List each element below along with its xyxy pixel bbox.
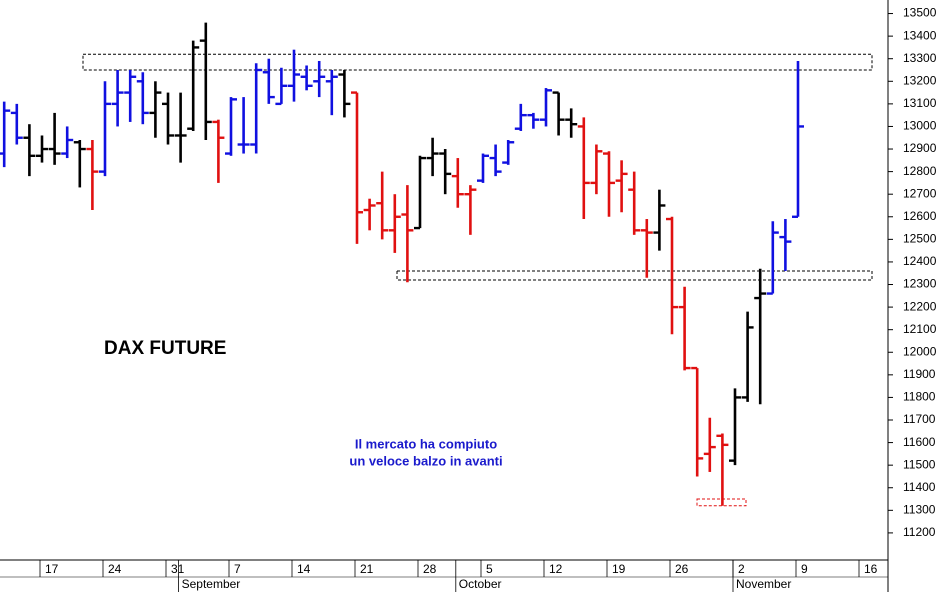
y-tick-label: 12200 [903,299,937,313]
y-tick-label: 12800 [903,164,937,178]
y-tick-label: 11700 [903,412,936,426]
x-tick-label: 2 [738,562,745,576]
x-tick-label: 17 [45,562,59,576]
y-tick-label: 11400 [903,480,936,494]
y-tick-label: 11600 [903,435,936,449]
y-tick-label: 13000 [903,119,937,133]
x-tick-label: 7 [234,562,241,576]
x-tick-label: 12 [549,562,563,576]
y-tick-label: 12700 [903,186,937,200]
x-tick-label: 28 [423,562,437,576]
y-tick-label: 12600 [903,209,937,223]
y-tick-label: 12500 [903,232,937,246]
month-label: September [182,577,241,591]
x-tick-label: 9 [801,562,808,576]
y-tick-label: 13300 [903,51,937,65]
y-tick-label: 12400 [903,254,937,268]
price-zone [82,53,873,71]
x-tick-label: 14 [297,562,311,576]
y-tick-label: 11300 [903,502,936,516]
x-tick-label: 24 [108,562,122,576]
y-tick-label: 11500 [903,457,936,471]
annotation: Il mercato ha compiuto [355,436,497,451]
y-tick-label: 11800 [903,390,936,404]
x-tick-label: 19 [612,562,626,576]
chart-title: DAX FUTURE [104,338,226,359]
month-label: November [736,577,791,591]
x-tick-label: 16 [864,562,878,576]
y-tick-label: 12100 [903,322,937,336]
y-tick-label: 12000 [903,344,937,358]
y-tick-label: 11200 [903,525,936,539]
x-tick-label: 21 [360,562,374,576]
y-tick-label: 12300 [903,277,937,291]
y-tick-label: 12900 [903,141,937,155]
y-tick-label: 13100 [903,96,937,110]
annotation: un veloce balzo in avanti [349,453,502,468]
y-tick-label: 13200 [903,73,937,87]
y-tick-label: 13500 [903,6,937,20]
x-tick-label: 5 [486,562,493,576]
x-tick-label: 31 [171,562,185,576]
month-label: October [459,577,502,591]
x-tick-label: 26 [675,562,689,576]
y-tick-label: 11900 [903,367,936,381]
y-tick-label: 13400 [903,28,937,42]
price-zone [396,270,873,281]
